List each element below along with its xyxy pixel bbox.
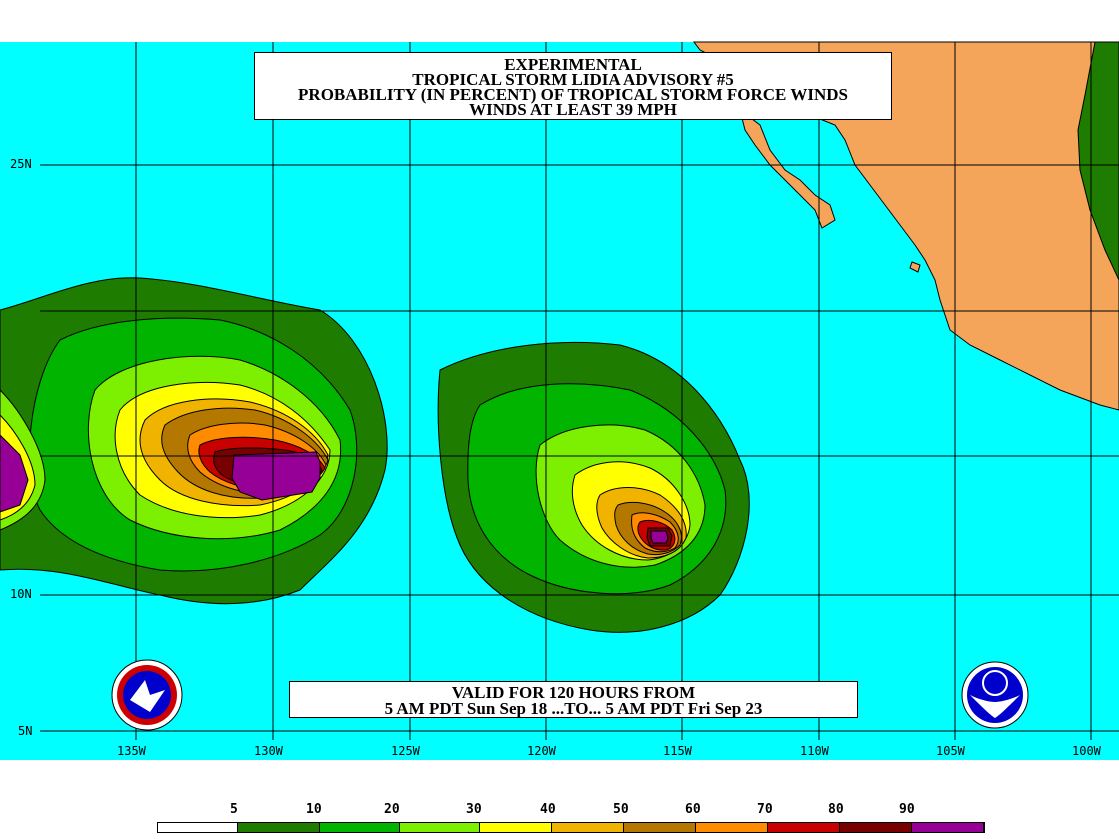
nws-logo — [111, 659, 183, 731]
legend-label-50: 50 — [613, 802, 629, 817]
lon-label-120w: 120W — [527, 744, 556, 758]
grid — [40, 42, 1119, 740]
contours-east — [437, 341, 750, 633]
lon-label-130w: 130W — [254, 744, 283, 758]
lat-label-25n: 25N — [10, 157, 32, 171]
title-line-2: TROPICAL STORM LIDIA ADVISORY #5 — [412, 70, 734, 89]
legend-swatch — [552, 823, 624, 832]
legend-label-90: 90 — [899, 802, 915, 817]
contours-west — [0, 277, 388, 605]
lat-label-5n: 5N — [18, 724, 33, 738]
land — [693, 41, 1119, 411]
legend-label-80: 80 — [828, 802, 844, 817]
legend-swatch — [480, 823, 552, 832]
legend-swatch — [238, 823, 320, 832]
title-line-1: EXPERIMENTAL — [504, 55, 642, 74]
legend-swatch — [320, 823, 400, 832]
legend-label-10: 10 — [306, 802, 322, 817]
legend-swatch — [400, 823, 480, 832]
legend-swatch — [624, 823, 696, 832]
lon-label-105w: 105W — [936, 744, 965, 758]
validity-box: VALID FOR 120 HOURS FROM 5 AM PDT Sun Se… — [289, 681, 858, 718]
legend-label-20: 20 — [384, 802, 400, 817]
lon-label-135w: 135W — [117, 744, 146, 758]
legend-swatch — [840, 823, 912, 832]
validity-line-1: VALID FOR 120 HOURS FROM — [451, 683, 696, 702]
noaa-logo — [961, 661, 1029, 729]
legend-swatch — [768, 823, 840, 832]
lon-label-115w: 115W — [663, 744, 692, 758]
legend-label-40: 40 — [540, 802, 556, 817]
legend-label-70: 70 — [757, 802, 773, 817]
title-line-4: WINDS AT LEAST 39 MPH — [469, 100, 677, 119]
lon-label-110w: 110W — [800, 744, 829, 758]
legend-swatch — [696, 823, 768, 832]
title-box: EXPERIMENTAL TROPICAL STORM LIDIA ADVISO… — [254, 52, 892, 120]
legend-swatch — [912, 823, 984, 832]
title-line-3: PROBABILITY (IN PERCENT) OF TROPICAL STO… — [298, 85, 848, 104]
legend-swatch — [158, 823, 238, 832]
validity-line-2: 5 AM PDT Sun Sep 18 ...TO... 5 AM PDT Fr… — [384, 699, 763, 718]
legend-label-30: 30 — [466, 802, 482, 817]
legend-label-60: 60 — [685, 802, 701, 817]
lat-label-10n: 10N — [10, 587, 32, 601]
lon-label-100w: 100W — [1072, 744, 1101, 758]
legend-label-5: 5 — [230, 802, 238, 817]
legend-color-bar — [157, 822, 985, 833]
lon-label-125w: 125W — [391, 744, 420, 758]
